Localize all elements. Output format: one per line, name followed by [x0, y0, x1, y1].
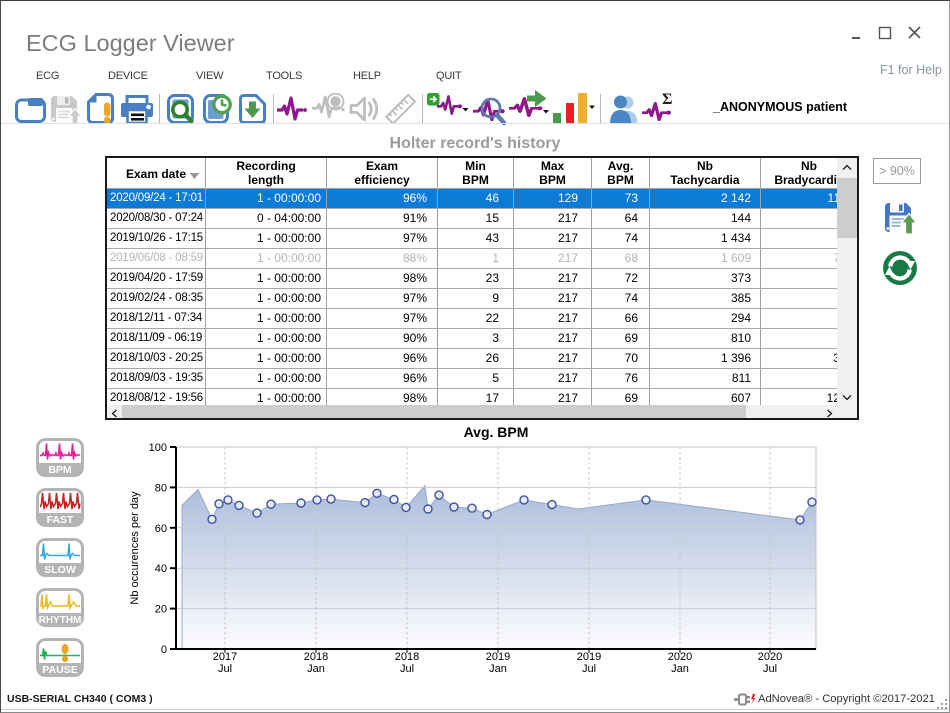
svg-text:2017: 2017 — [213, 651, 237, 663]
svg-text:40: 40 — [155, 563, 167, 575]
svg-text:60: 60 — [155, 523, 167, 535]
svg-text:Jul: Jul — [400, 663, 414, 675]
svg-text:Avg. BPM: Avg. BPM — [464, 424, 529, 440]
svg-text:Jan: Jan — [489, 663, 507, 675]
svg-text:2020: 2020 — [758, 651, 782, 663]
svg-text:80: 80 — [155, 482, 167, 494]
svg-text:2019: 2019 — [486, 651, 510, 663]
svg-text:Nb occurences per day: Nb occurences per day — [129, 491, 141, 605]
svg-text:2020: 2020 — [668, 651, 692, 663]
svg-text:Jul: Jul — [763, 663, 777, 675]
svg-text:PAUSE: PAUSE — [42, 664, 77, 676]
svg-text:2019: 2019 — [577, 651, 601, 663]
svg-text:0: 0 — [161, 644, 167, 656]
svg-text:Jul: Jul — [582, 663, 596, 675]
svg-text:RHYTHM: RHYTHM — [39, 615, 82, 626]
svg-text:Jan: Jan — [671, 663, 689, 675]
svg-text:2018: 2018 — [304, 651, 328, 663]
svg-text:100: 100 — [149, 442, 167, 454]
svg-text:SLOW: SLOW — [44, 564, 76, 576]
svg-text:20: 20 — [155, 604, 167, 616]
svg-text:2018: 2018 — [395, 651, 419, 663]
svg-text:BPM: BPM — [48, 464, 72, 476]
svg-text:Σ: Σ — [662, 91, 672, 108]
svg-text:Jan: Jan — [307, 663, 325, 675]
svg-text:Jul: Jul — [218, 663, 232, 675]
svg-text:FAST: FAST — [47, 514, 74, 526]
